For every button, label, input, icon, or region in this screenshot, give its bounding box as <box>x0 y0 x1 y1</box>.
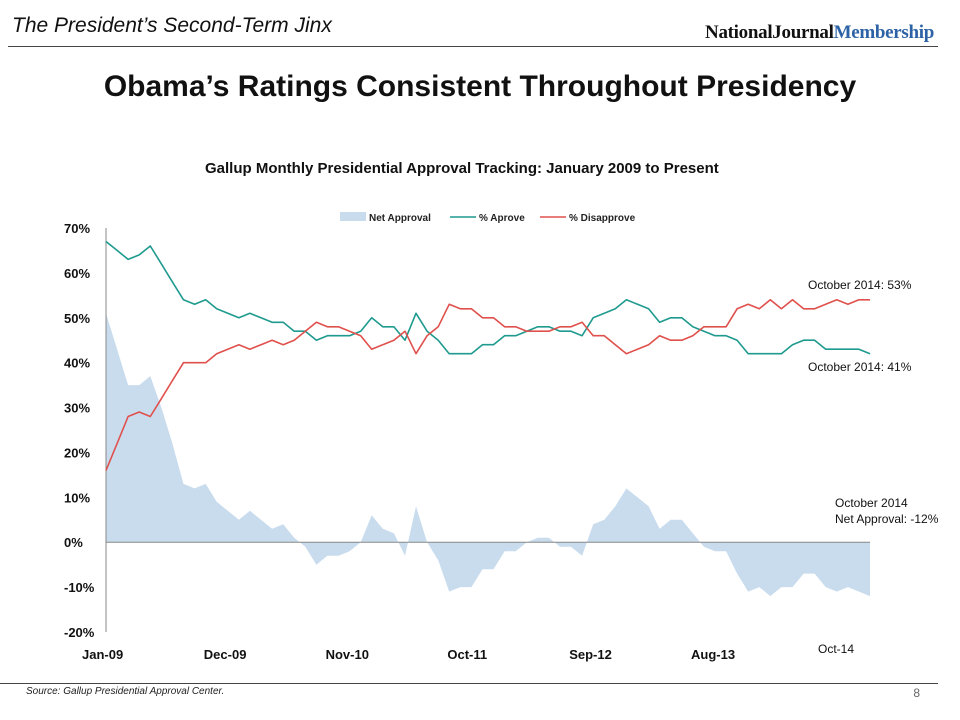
chart-annotations: October 2014: 53% October 2014: 41% Octobe… <box>808 278 939 526</box>
y-tick-label: 10% <box>64 490 90 505</box>
x-tick-label: Aug-13 <box>691 647 735 662</box>
annotation-line: October 2014: 41% <box>808 360 912 374</box>
net-approval-area-group <box>106 313 870 597</box>
x-tick-label: Nov-10 <box>326 647 369 662</box>
brand-part-2: Membership <box>833 22 935 43</box>
approve-line <box>105 240 871 355</box>
y-tick-label: -10% <box>64 580 95 595</box>
y-tick-label: 0% <box>64 535 83 550</box>
header-divider <box>8 46 938 47</box>
x-tick-label: Oct-11 <box>447 647 487 662</box>
net-approval-area <box>106 313 870 597</box>
y-tick-label: 40% <box>64 356 90 371</box>
page-number: 8 <box>913 686 920 700</box>
x-tick-label: Oct-14 <box>818 642 854 656</box>
source-note: Source: Gallup Presidential Approval Cen… <box>26 686 225 697</box>
annotation-label: October 2014: 41% <box>808 360 912 374</box>
annotation-line: Net Approval: -12% <box>835 512 939 526</box>
legend-label: Net Approval <box>369 213 431 224</box>
y-tick-label: 20% <box>64 445 90 460</box>
y-tick-label: -20% <box>64 625 95 640</box>
y-tick-label: 30% <box>64 401 90 416</box>
annotation-line: October 2014: 53% <box>808 278 912 292</box>
legend-label: % Disapprove <box>569 213 636 224</box>
y-tick-label: 50% <box>64 311 90 326</box>
slide-title: The President’s Second-Term Jinx <box>12 14 332 37</box>
brand-part-1: NationalJournal <box>705 22 834 43</box>
y-tick-label: 60% <box>64 266 90 281</box>
footer-divider <box>0 683 938 684</box>
chart-title: Gallup Monthly Presidential Approval Tra… <box>205 160 719 177</box>
chart-lines <box>105 240 871 471</box>
disapprove-line <box>105 298 870 471</box>
chart-axes: 70% 60% 50% 40% 30% 20% 10% 0% -10% -20% Jan-09 Dec… <box>64 221 870 662</box>
page-title: Obama’s Ratings Consistent Throughout Pr… <box>103 70 857 103</box>
annotation-label: October 2014 Net Approval: -12% <box>835 496 939 526</box>
legend-label: % Aprove <box>479 213 525 224</box>
y-tick-label: 70% <box>64 221 90 236</box>
chart-legend: Net Approval % Aprove % Disapprove <box>340 212 636 224</box>
annotation-label: October 2014: 53% <box>808 278 912 292</box>
national-journal-logo: NationalJournalMembership <box>705 22 934 44</box>
legend-net-swatch <box>340 212 366 221</box>
annotation-line: October 2014 <box>835 496 908 510</box>
x-tick-label: Jan-09 <box>82 647 123 662</box>
x-tick-label: Dec-09 <box>204 647 247 662</box>
x-tick-label: Sep-12 <box>569 647 612 662</box>
